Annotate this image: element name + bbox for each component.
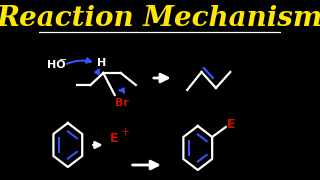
Text: H: H: [97, 58, 107, 68]
Text: −: −: [59, 55, 67, 65]
Text: HO: HO: [47, 60, 65, 70]
Text: E: E: [109, 132, 118, 145]
Text: +: +: [121, 127, 130, 137]
Text: Reaction Mechanism: Reaction Mechanism: [0, 4, 320, 32]
Text: E: E: [227, 118, 236, 132]
Text: Br: Br: [115, 98, 129, 108]
